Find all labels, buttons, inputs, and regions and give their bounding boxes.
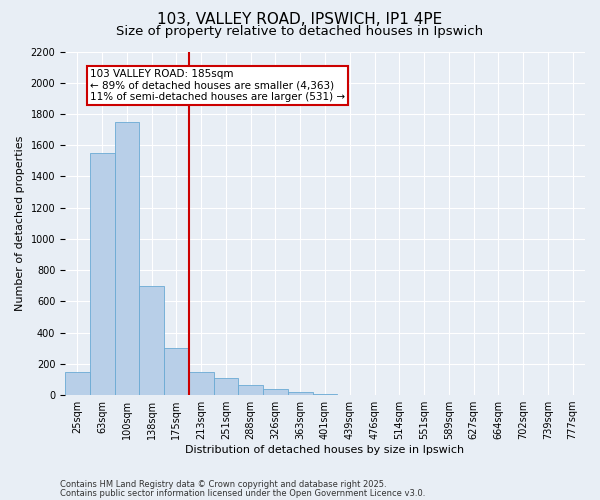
Bar	[164, 348, 189, 395]
Bar	[214, 378, 238, 395]
Text: Contains HM Land Registry data © Crown copyright and database right 2025.: Contains HM Land Registry data © Crown c…	[60, 480, 386, 489]
Bar	[115, 122, 139, 395]
Bar	[313, 394, 337, 395]
Bar	[189, 372, 214, 395]
Text: Size of property relative to detached houses in Ipswich: Size of property relative to detached ho…	[116, 25, 484, 38]
Text: 103 VALLEY ROAD: 185sqm
← 89% of detached houses are smaller (4,363)
11% of semi: 103 VALLEY ROAD: 185sqm ← 89% of detache…	[90, 68, 345, 102]
Bar	[238, 385, 263, 395]
Bar	[65, 372, 90, 395]
Bar	[263, 389, 288, 395]
Bar	[288, 392, 313, 395]
Bar	[90, 153, 115, 395]
X-axis label: Distribution of detached houses by size in Ipswich: Distribution of detached houses by size …	[185, 445, 464, 455]
Bar	[139, 286, 164, 395]
Y-axis label: Number of detached properties: Number of detached properties	[15, 136, 25, 311]
Text: 103, VALLEY ROAD, IPSWICH, IP1 4PE: 103, VALLEY ROAD, IPSWICH, IP1 4PE	[157, 12, 443, 28]
Text: Contains public sector information licensed under the Open Government Licence v3: Contains public sector information licen…	[60, 488, 425, 498]
